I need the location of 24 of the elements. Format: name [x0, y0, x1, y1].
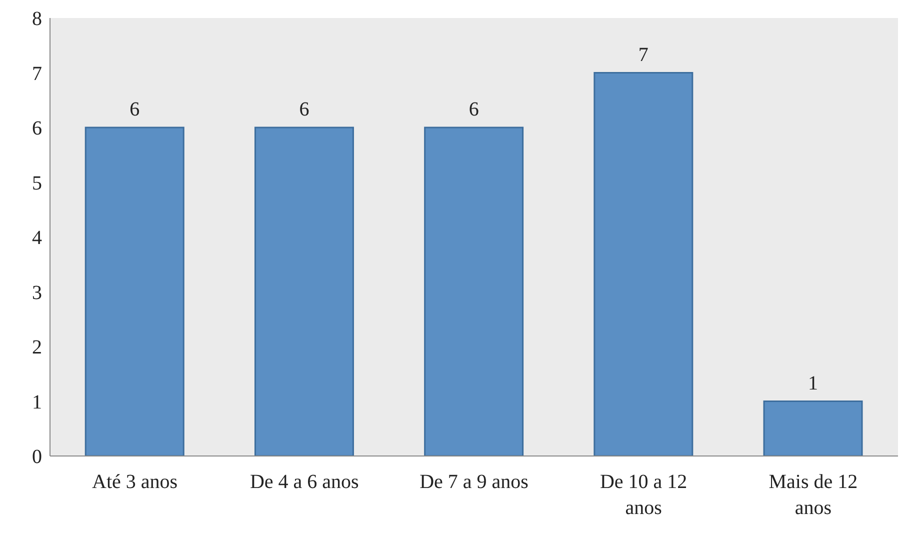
x-tick-label: Mais de 12 anos [768, 471, 858, 519]
y-tick-label: 8 [32, 8, 42, 30]
y-tick-label: 4 [32, 227, 42, 250]
x-tick-label: Até 3 anos [92, 471, 178, 493]
data-label: 6 [130, 98, 140, 120]
x-tick-label: De 7 a 9 anos [420, 471, 529, 493]
y-tick-label: 2 [32, 336, 42, 359]
data-label: 7 [638, 44, 648, 66]
y-tick-label: 0 [32, 446, 42, 468]
y-tick-label: 7 [32, 62, 42, 85]
y-tick-label: 5 [32, 172, 42, 194]
data-label: 1 [808, 372, 818, 394]
bar [763, 400, 863, 456]
bar [424, 126, 524, 456]
bar [84, 126, 184, 456]
bar [594, 72, 694, 456]
data-label: 6 [299, 98, 310, 120]
y-tick-label: 3 [32, 282, 42, 304]
y-tick-label: 1 [32, 391, 42, 414]
x-tick-label: De 10 a 12 anos [600, 471, 688, 519]
bar [254, 126, 354, 456]
data-label: 6 [468, 98, 479, 120]
x-tick-label: De 4 a 6 anos [250, 471, 360, 493]
y-tick-label: 6 [32, 118, 42, 140]
